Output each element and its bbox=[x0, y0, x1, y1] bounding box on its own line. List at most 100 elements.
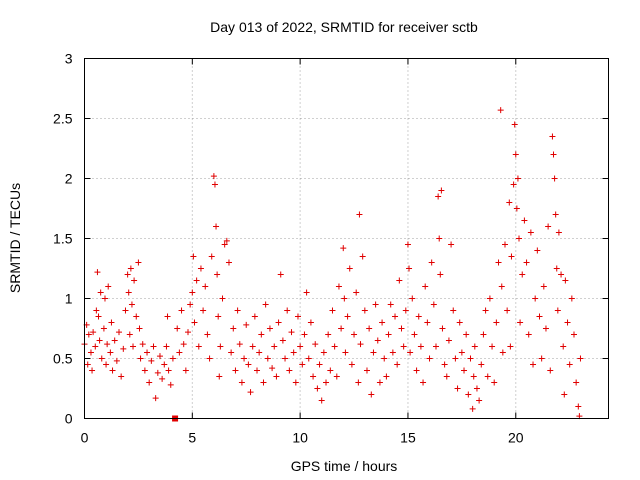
data-point bbox=[454, 385, 461, 392]
data-point bbox=[139, 341, 146, 348]
data-point bbox=[236, 341, 243, 348]
data-point bbox=[320, 349, 327, 356]
data-point bbox=[366, 325, 373, 332]
data-point bbox=[97, 289, 104, 296]
data-point bbox=[254, 367, 261, 374]
data-point bbox=[370, 349, 377, 356]
data-point bbox=[426, 355, 433, 362]
data-point bbox=[510, 181, 517, 188]
data-point bbox=[511, 121, 518, 128]
data-point bbox=[495, 259, 502, 266]
data-point bbox=[228, 349, 235, 356]
data-point bbox=[545, 223, 552, 230]
data-point bbox=[486, 295, 493, 302]
data-point bbox=[489, 343, 496, 350]
data-point bbox=[478, 361, 485, 368]
data-point bbox=[241, 355, 248, 362]
data-point bbox=[197, 265, 204, 272]
data-point bbox=[471, 343, 478, 350]
data-point bbox=[200, 307, 207, 314]
data-point bbox=[353, 289, 360, 296]
data-point bbox=[555, 229, 562, 236]
data-point bbox=[84, 361, 91, 368]
data-point bbox=[527, 229, 534, 236]
data-point bbox=[159, 375, 166, 382]
data-point bbox=[368, 391, 375, 398]
data-point bbox=[551, 175, 558, 182]
y-tick-label: 1.5 bbox=[53, 231, 73, 247]
data-point bbox=[480, 331, 487, 338]
data-point bbox=[190, 253, 197, 260]
data-point bbox=[534, 247, 541, 254]
data-point bbox=[187, 301, 194, 308]
data-point bbox=[389, 349, 396, 356]
data-point bbox=[469, 405, 476, 412]
data-point bbox=[279, 337, 286, 344]
data-point bbox=[130, 343, 137, 350]
data-point bbox=[176, 349, 183, 356]
data-point bbox=[443, 373, 450, 380]
data-point bbox=[314, 385, 321, 392]
data-point bbox=[206, 355, 213, 362]
y-tick-label: 1 bbox=[65, 291, 73, 307]
data-point bbox=[530, 361, 537, 368]
data-point bbox=[122, 307, 129, 314]
y-axis-ticks: 0 0.5 1 1.5 2 2.5 3 bbox=[53, 51, 609, 427]
data-point bbox=[310, 373, 317, 380]
data-point bbox=[256, 349, 263, 356]
data-point bbox=[376, 379, 383, 386]
data-point bbox=[116, 329, 123, 336]
data-point bbox=[96, 337, 103, 344]
data-point bbox=[547, 367, 554, 374]
data-point bbox=[225, 259, 232, 266]
data-point bbox=[275, 319, 282, 326]
y-tick-label: 0.5 bbox=[53, 351, 73, 367]
data-point bbox=[251, 313, 258, 320]
data-point bbox=[100, 325, 107, 332]
data-point bbox=[262, 301, 269, 308]
data-point bbox=[243, 321, 250, 328]
data-point bbox=[554, 307, 561, 314]
data-point bbox=[560, 343, 567, 350]
data-point bbox=[396, 277, 403, 284]
data-point bbox=[564, 319, 571, 326]
data-point bbox=[363, 367, 370, 374]
data-point bbox=[204, 331, 211, 338]
data-point bbox=[383, 373, 390, 380]
data-point bbox=[288, 329, 295, 336]
chart-title: Day 013 of 2022, SRMTID for receiver sct… bbox=[210, 19, 478, 35]
data-point bbox=[193, 277, 200, 284]
data-point bbox=[344, 313, 351, 320]
y-tick-label: 2.5 bbox=[53, 111, 73, 127]
data-point bbox=[521, 217, 528, 224]
data-point bbox=[144, 349, 151, 356]
y-tick-label: 3 bbox=[65, 51, 73, 67]
data-point bbox=[331, 343, 338, 350]
data-point bbox=[213, 223, 220, 230]
y-tick-label: 2 bbox=[65, 171, 73, 187]
data-point bbox=[127, 265, 134, 272]
data-point bbox=[146, 379, 153, 386]
data-point bbox=[415, 313, 422, 320]
data-point bbox=[406, 265, 413, 272]
data-point bbox=[87, 349, 94, 356]
data-point bbox=[562, 277, 569, 284]
data-point bbox=[109, 367, 116, 374]
x-axis-label: GPS time / hours bbox=[291, 458, 398, 474]
data-point bbox=[550, 151, 557, 158]
data-point bbox=[458, 349, 465, 356]
data-point bbox=[512, 151, 519, 158]
data-point bbox=[432, 343, 439, 350]
data-point bbox=[232, 367, 239, 374]
data-point bbox=[436, 235, 443, 242]
data-point bbox=[351, 331, 358, 338]
data-point bbox=[413, 367, 420, 374]
data-point bbox=[216, 373, 223, 380]
data-point bbox=[107, 349, 114, 356]
data-point bbox=[247, 389, 254, 396]
data-point bbox=[392, 313, 399, 320]
data-point bbox=[499, 349, 506, 356]
data-point bbox=[523, 259, 530, 266]
data-point bbox=[381, 355, 388, 362]
data-point bbox=[113, 357, 120, 364]
